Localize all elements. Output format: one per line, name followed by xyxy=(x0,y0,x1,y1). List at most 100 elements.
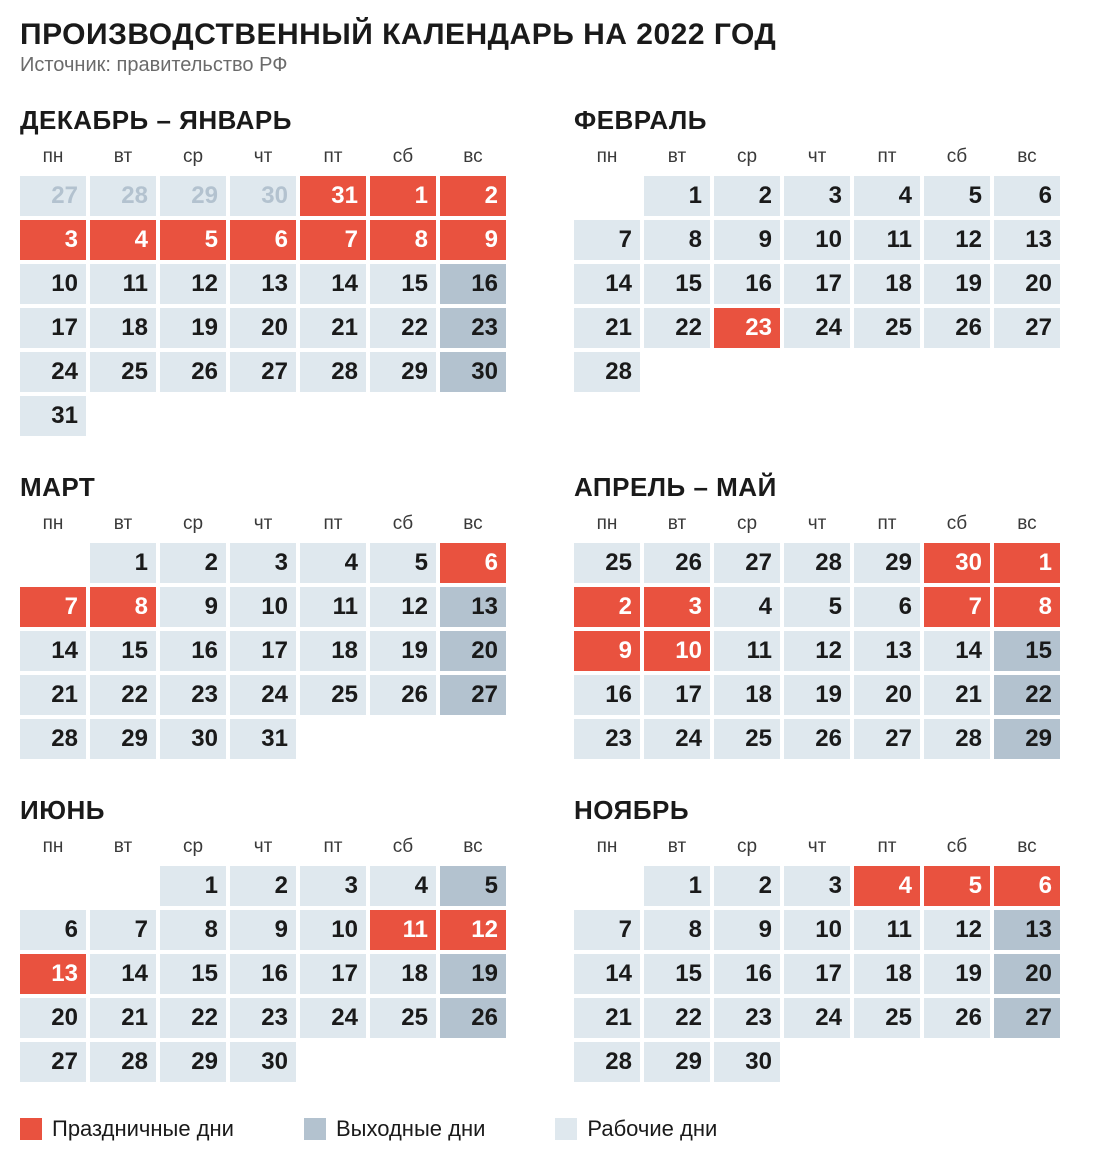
day-cell: 21 xyxy=(90,998,156,1038)
day-cell: 12 xyxy=(370,587,436,627)
day-cell: 8 xyxy=(644,910,710,950)
day-cell xyxy=(574,176,640,216)
day-cell: 10 xyxy=(20,264,86,304)
day-cell: 3 xyxy=(784,176,850,216)
day-cell: 23 xyxy=(160,675,226,715)
day-cell: 6 xyxy=(854,587,920,627)
day-cell: 2 xyxy=(574,587,640,627)
day-cell: 24 xyxy=(784,308,850,348)
day-cell: 20 xyxy=(994,264,1060,304)
day-cell: 27 xyxy=(994,998,1060,1038)
month-name: ДЕКАБРЬ – ЯНВАРЬ xyxy=(20,105,526,136)
day-cell: 26 xyxy=(440,998,506,1038)
day-cell: 2 xyxy=(440,176,506,216)
day-cell: 4 xyxy=(854,176,920,216)
month-grid: пнвтсрчтптсбвс27282930311234567891011121… xyxy=(20,142,526,436)
day-cell: 24 xyxy=(20,352,86,392)
month-grid: пнвтсрчтптсбвс12345678910111213141516171… xyxy=(20,832,526,1082)
day-cell: 11 xyxy=(854,910,920,950)
month-block: АПРЕЛЬ – МАЙпнвтсрчтптсбвс25262728293012… xyxy=(574,472,1080,759)
weekday-header: пт xyxy=(854,142,920,172)
day-cell: 10 xyxy=(784,220,850,260)
day-cell: 4 xyxy=(370,866,436,906)
month-block: ДЕКАБРЬ – ЯНВАРЬпнвтсрчтптсбвс2728293031… xyxy=(20,105,526,436)
day-cell: 11 xyxy=(854,220,920,260)
day-cell: 1 xyxy=(160,866,226,906)
day-cell: 6 xyxy=(230,220,296,260)
day-cell: 13 xyxy=(230,264,296,304)
day-cell: 22 xyxy=(90,675,156,715)
weekday-header: пт xyxy=(300,832,366,862)
day-cell xyxy=(574,866,640,906)
day-cell: 21 xyxy=(924,675,990,715)
weekday-header: пн xyxy=(574,142,640,172)
day-cell: 13 xyxy=(20,954,86,994)
day-cell: 23 xyxy=(440,308,506,348)
day-cell: 18 xyxy=(854,954,920,994)
weekday-header: сб xyxy=(924,832,990,862)
day-cell: 25 xyxy=(714,719,780,759)
day-cell: 26 xyxy=(160,352,226,392)
day-cell: 30 xyxy=(230,1042,296,1082)
day-cell: 3 xyxy=(644,587,710,627)
day-cell xyxy=(90,866,156,906)
day-cell: 18 xyxy=(370,954,436,994)
weekday-header: сб xyxy=(924,509,990,539)
day-cell: 3 xyxy=(784,866,850,906)
day-cell: 12 xyxy=(440,910,506,950)
legend-item-holiday: Праздничные дни xyxy=(20,1116,234,1142)
day-cell: 20 xyxy=(230,308,296,348)
day-cell: 12 xyxy=(924,910,990,950)
weekday-header: пт xyxy=(300,142,366,172)
month-grid: пнвтсрчтптсбвс12345678910111213141516171… xyxy=(574,832,1080,1082)
weekday-header: сб xyxy=(924,142,990,172)
day-cell: 21 xyxy=(574,998,640,1038)
weekday-header: чт xyxy=(230,832,296,862)
day-cell: 11 xyxy=(370,910,436,950)
day-cell: 30 xyxy=(714,1042,780,1082)
day-cell: 28 xyxy=(90,176,156,216)
day-cell: 2 xyxy=(230,866,296,906)
weekday-header: пн xyxy=(20,832,86,862)
day-cell: 28 xyxy=(20,719,86,759)
day-cell: 6 xyxy=(994,866,1060,906)
day-cell: 29 xyxy=(90,719,156,759)
weekday-header: ср xyxy=(160,509,226,539)
day-cell: 28 xyxy=(784,543,850,583)
day-cell: 20 xyxy=(20,998,86,1038)
day-cell: 17 xyxy=(644,675,710,715)
day-cell: 14 xyxy=(924,631,990,671)
day-cell: 24 xyxy=(230,675,296,715)
day-cell: 5 xyxy=(924,176,990,216)
day-cell: 6 xyxy=(994,176,1060,216)
day-cell: 12 xyxy=(924,220,990,260)
day-cell: 20 xyxy=(994,954,1060,994)
day-cell: 19 xyxy=(160,308,226,348)
legend-label-weekend: Выходные дни xyxy=(336,1116,485,1142)
weekday-header: пн xyxy=(20,142,86,172)
day-cell: 1 xyxy=(994,543,1060,583)
day-cell: 8 xyxy=(370,220,436,260)
day-cell: 4 xyxy=(90,220,156,260)
day-cell: 27 xyxy=(994,308,1060,348)
day-cell: 8 xyxy=(90,587,156,627)
month-grid: пнвтсрчтптсбвс12345678910111213141516171… xyxy=(20,509,526,759)
legend-item-weekend: Выходные дни xyxy=(304,1116,485,1142)
day-cell: 17 xyxy=(230,631,296,671)
day-cell: 23 xyxy=(714,998,780,1038)
day-cell: 6 xyxy=(440,543,506,583)
day-cell: 2 xyxy=(714,176,780,216)
day-cell: 23 xyxy=(230,998,296,1038)
day-cell: 12 xyxy=(784,631,850,671)
day-cell: 7 xyxy=(20,587,86,627)
weekday-header: ср xyxy=(160,142,226,172)
day-cell: 18 xyxy=(854,264,920,304)
swatch-holiday xyxy=(20,1118,42,1140)
day-cell: 13 xyxy=(994,220,1060,260)
day-cell: 15 xyxy=(644,954,710,994)
page-subtitle: Источник: правительство РФ xyxy=(20,54,1080,77)
legend-item-work: Рабочие дни xyxy=(555,1116,717,1142)
day-cell: 18 xyxy=(90,308,156,348)
day-cell: 7 xyxy=(90,910,156,950)
weekday-header: ср xyxy=(160,832,226,862)
